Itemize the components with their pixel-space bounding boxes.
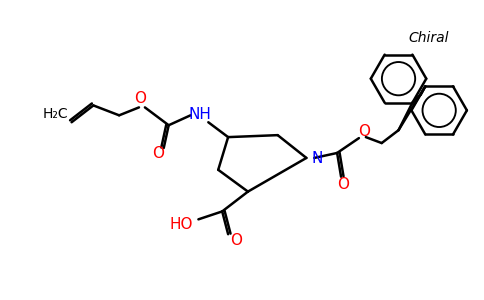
Text: H₂C: H₂C xyxy=(43,107,69,121)
Text: O: O xyxy=(358,124,370,139)
Text: N: N xyxy=(311,152,323,166)
Text: O: O xyxy=(230,233,242,248)
Text: O: O xyxy=(134,91,146,106)
Text: O: O xyxy=(337,177,349,192)
Text: Chiral: Chiral xyxy=(408,31,449,45)
Text: NH: NH xyxy=(189,107,212,122)
Text: O: O xyxy=(152,146,164,161)
Text: HO: HO xyxy=(170,217,193,232)
